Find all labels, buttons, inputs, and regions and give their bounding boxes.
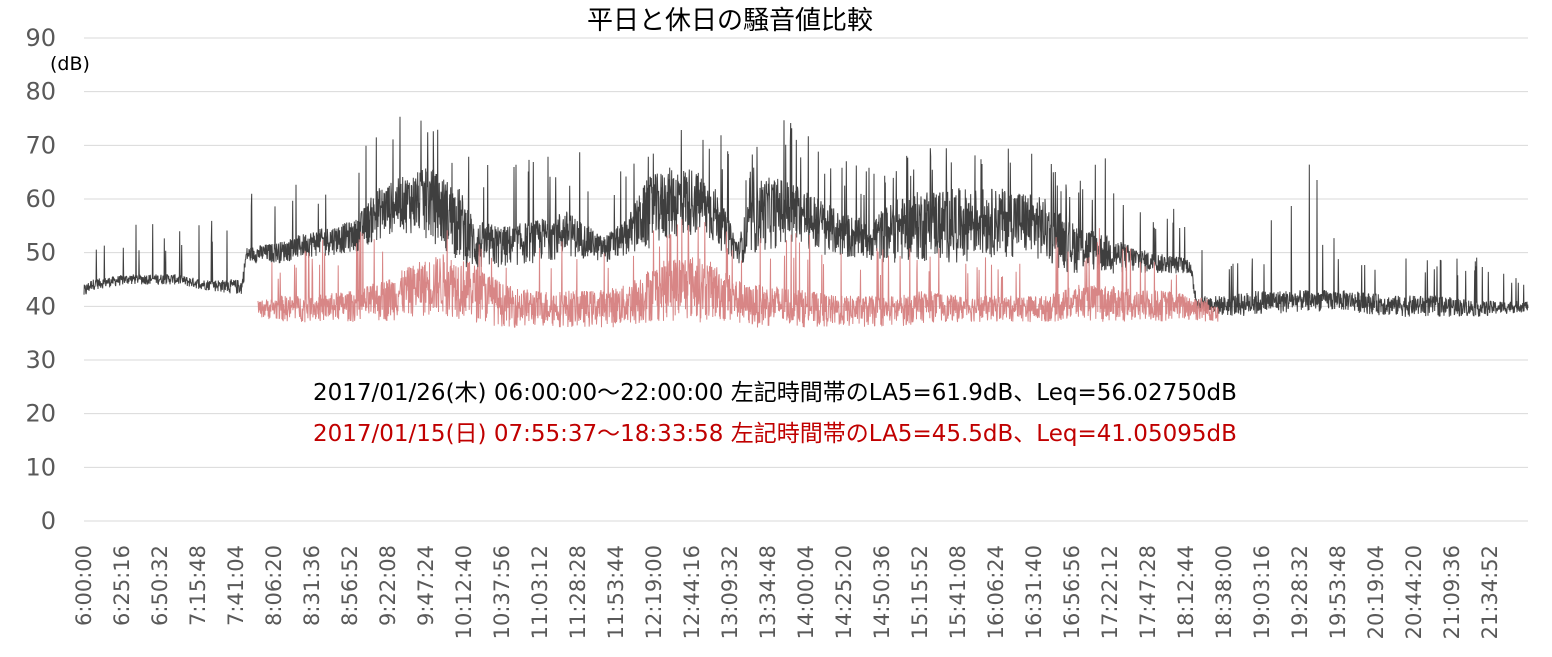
chart-title: 平日と休日の騒音値比較 xyxy=(587,6,873,36)
x-axis-ticks: 6:00:00 6:25:16 6:50:32 7:15:48 7:41:04 8:06:… xyxy=(72,545,1502,639)
x-tick-label: 17:22:12 xyxy=(1098,545,1122,639)
x-tick-label: 9:22:08 xyxy=(376,545,400,626)
weekday-series-line xyxy=(83,116,1529,317)
y-axis-ticks: 0 10 20 30 40 50 60 70 80 90 xyxy=(25,24,56,535)
x-tick-label: 11:53:44 xyxy=(604,545,628,639)
x-tick-label: 15:15:52 xyxy=(908,545,932,639)
y-tick-label: 10 xyxy=(25,453,56,481)
x-tick-label: 20:19:04 xyxy=(1364,545,1388,639)
x-tick-label: 7:41:04 xyxy=(224,545,248,626)
x-tick-label: 19:53:48 xyxy=(1326,545,1350,639)
x-tick-label: 6:25:16 xyxy=(110,545,134,626)
y-tick-label: 0 xyxy=(41,507,56,535)
y-tick-label: 50 xyxy=(25,239,56,267)
x-tick-label: 19:03:16 xyxy=(1250,545,1274,639)
series-layer xyxy=(83,116,1529,328)
x-tick-label: 14:25:20 xyxy=(832,545,856,639)
x-tick-label: 16:06:24 xyxy=(984,545,1008,639)
x-tick-label: 11:28:28 xyxy=(566,545,590,639)
y-tick-label: 20 xyxy=(25,400,56,428)
y-tick-label: 30 xyxy=(25,346,56,374)
holiday-series-line xyxy=(257,219,1219,328)
x-tick-label: 12:19:00 xyxy=(642,545,666,639)
x-tick-label: 9:47:24 xyxy=(414,545,438,626)
x-tick-label: 6:00:00 xyxy=(72,545,96,626)
x-tick-label: 18:12:44 xyxy=(1174,545,1198,639)
x-tick-label: 10:37:56 xyxy=(490,545,514,639)
x-tick-label: 12:44:16 xyxy=(680,545,704,639)
weekday-annotation: 2017/01/26(木) 06:00:00〜22:00:00 左記時間帯のLA… xyxy=(313,380,1237,406)
x-tick-label: 13:34:48 xyxy=(756,545,780,639)
x-tick-label: 19:28:32 xyxy=(1288,545,1312,639)
gridlines xyxy=(84,37,1528,522)
x-tick-label: 7:15:48 xyxy=(186,545,210,626)
x-tick-label: 18:38:00 xyxy=(1212,545,1236,639)
x-tick-label: 8:06:20 xyxy=(262,545,286,626)
x-tick-label: 14:50:36 xyxy=(870,545,894,639)
y-tick-label: 60 xyxy=(25,185,56,213)
y-tick-label: 40 xyxy=(25,292,56,320)
y-axis-unit-label: (dB) xyxy=(50,53,90,75)
y-tick-label: 90 xyxy=(25,24,56,52)
x-tick-label: 20:44:20 xyxy=(1402,545,1426,639)
x-tick-label: 15:41:08 xyxy=(946,545,970,639)
x-tick-label: 21:34:52 xyxy=(1478,545,1502,639)
x-tick-label: 21:09:36 xyxy=(1440,545,1464,639)
holiday-annotation: 2017/01/15(日) 07:55:37〜18:33:58 左記時間帯のLA… xyxy=(313,421,1237,447)
x-tick-label: 17:47:28 xyxy=(1136,545,1160,639)
x-tick-label: 10:12:40 xyxy=(452,545,476,639)
x-tick-label: 13:09:32 xyxy=(718,545,742,639)
x-tick-label: 16:56:56 xyxy=(1060,545,1084,639)
x-tick-label: 11:03:12 xyxy=(528,545,552,639)
y-tick-label: 80 xyxy=(25,78,56,106)
x-tick-label: 16:31:40 xyxy=(1022,545,1046,639)
x-tick-label: 8:56:52 xyxy=(338,545,362,626)
x-tick-label: 14:00:04 xyxy=(794,545,818,639)
x-tick-label: 8:31:36 xyxy=(300,545,324,626)
x-tick-label: 6:50:32 xyxy=(148,545,172,626)
y-tick-label: 70 xyxy=(25,131,56,159)
